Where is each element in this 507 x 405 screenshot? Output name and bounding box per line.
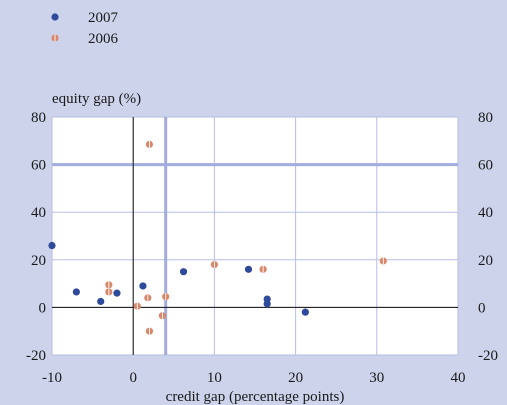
data-point-2007-4 (139, 282, 147, 290)
y-tick-label-right-2: 20 (478, 253, 493, 269)
x-tick-label-2: 10 (207, 370, 222, 386)
y-tick-label-left-4: 60 (31, 158, 46, 174)
data-point-2007-0 (48, 241, 56, 250)
x-tick-label-3: 20 (288, 370, 303, 386)
y-tick-label-left-5: 80 (31, 110, 46, 126)
y-tick-labels-left: -20 0 20 40 60 80 (26, 110, 46, 364)
legend-marker-2007 (51, 13, 59, 21)
data-point-2007-1 (72, 288, 80, 296)
legend-label-2007: 2007 (88, 10, 119, 26)
y-tick-label-right-3: 40 (478, 205, 493, 221)
data-points (48, 140, 387, 335)
y-tick-label-left-2: 20 (31, 253, 46, 269)
data-point-2007-6 (244, 265, 253, 273)
data-point-2007-3 (113, 289, 121, 297)
x-tick-labels: -10 0 10 20 30 40 (42, 370, 466, 386)
y-tick-label-left-1: 0 (39, 300, 47, 316)
y-tick-labels-right: -20 0 20 40 60 80 (478, 110, 498, 364)
zero-axis-lines (52, 117, 458, 355)
y-tick-label-left-3: 40 (31, 205, 46, 221)
y-axis-label: equity gap (%) (52, 91, 141, 107)
data-point-2007-5 (179, 268, 188, 276)
y-tick-label-right-0: -20 (478, 348, 498, 364)
x-tick-label-0: -10 (42, 370, 62, 386)
x-axis-label: credit gap (percentage points) (166, 389, 345, 405)
x-tick-label-1: 0 (129, 370, 137, 386)
y-tick-label-left-0: -20 (26, 348, 46, 364)
y-tick-label-right-5: 80 (478, 110, 493, 126)
y-tick-label-right-1: 0 (478, 300, 486, 316)
data-point-2007-9 (301, 308, 309, 316)
data-point-2007-8 (263, 300, 271, 308)
data-point-2007-2 (97, 297, 105, 306)
x-tick-label-5: 40 (451, 370, 466, 386)
legend-label-2006: 2006 (88, 31, 119, 47)
y-tick-label-right-4: 60 (478, 158, 493, 174)
plot-area-background (52, 117, 458, 355)
x-tick-label-4: 30 (369, 370, 384, 386)
legend: 2007 2006 (51, 10, 119, 47)
